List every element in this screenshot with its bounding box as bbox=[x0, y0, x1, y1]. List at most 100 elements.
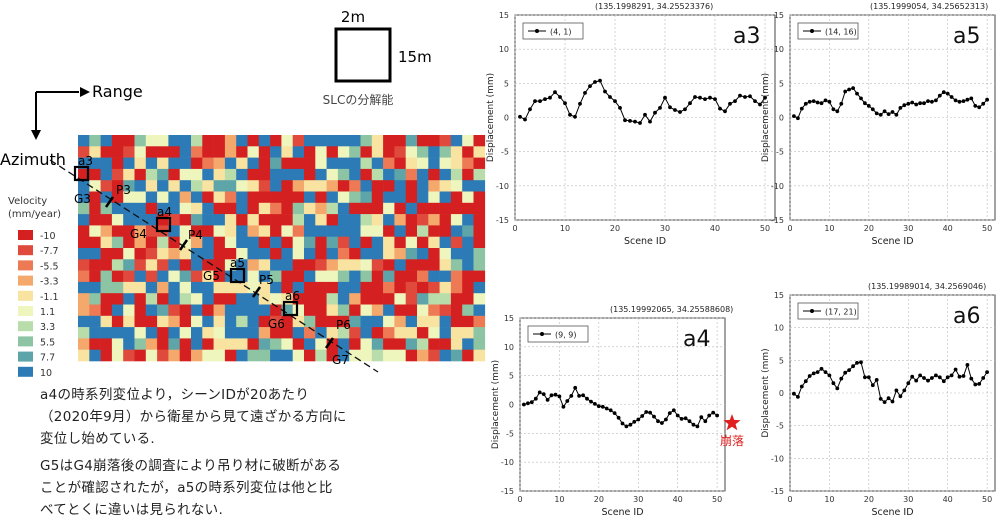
data-point bbox=[658, 106, 662, 110]
data-point bbox=[985, 370, 989, 374]
grid-cell bbox=[349, 248, 361, 260]
grid-cell bbox=[89, 270, 101, 283]
grid-cell bbox=[473, 157, 486, 170]
grid-cell bbox=[281, 225, 293, 237]
grid-cell bbox=[383, 315, 395, 328]
grid-cell bbox=[439, 248, 452, 260]
grid-cell bbox=[383, 349, 395, 362]
grid-cell bbox=[417, 214, 429, 226]
data-point bbox=[855, 91, 859, 96]
data-point bbox=[596, 404, 601, 409]
grid-cell bbox=[224, 191, 237, 204]
grid-cell bbox=[473, 248, 486, 260]
grid-cell bbox=[100, 135, 113, 147]
grid-cell bbox=[213, 180, 226, 192]
grid-cell bbox=[439, 168, 452, 181]
grid-cell bbox=[428, 304, 440, 317]
grid-cell bbox=[179, 146, 192, 158]
grid-cell bbox=[326, 248, 339, 260]
grid-cell bbox=[78, 338, 90, 350]
grid-cell bbox=[326, 236, 339, 249]
grid-cell bbox=[100, 168, 113, 181]
data-point bbox=[945, 375, 950, 380]
data-point bbox=[811, 371, 816, 376]
grid-cell bbox=[202, 191, 214, 204]
data-point bbox=[583, 91, 587, 95]
grid-cell bbox=[428, 202, 440, 215]
series-legend: (14, 16) bbox=[797, 22, 859, 40]
grid-cell bbox=[224, 304, 237, 317]
grid-cell bbox=[417, 259, 429, 271]
grid-cell bbox=[78, 191, 90, 204]
grid-cell bbox=[213, 270, 226, 283]
grid-cell bbox=[315, 281, 327, 294]
x-axis-label: Scene ID bbox=[871, 236, 913, 247]
data-point bbox=[548, 95, 552, 100]
grid-cell bbox=[417, 248, 429, 260]
grid-cell bbox=[450, 191, 463, 204]
data-point bbox=[811, 99, 816, 103]
grid-cell bbox=[326, 338, 339, 350]
data-point bbox=[648, 410, 652, 415]
grid-cell bbox=[168, 281, 180, 294]
grid-cell bbox=[337, 214, 350, 226]
data-point bbox=[695, 424, 700, 429]
grid-cell bbox=[405, 281, 418, 294]
x-tick-label: 0 bbox=[787, 495, 792, 504]
legend-swatch bbox=[18, 336, 33, 347]
data-point bbox=[711, 410, 716, 415]
grid-cell bbox=[394, 157, 406, 170]
grid-cell bbox=[89, 225, 101, 237]
grid-cell bbox=[145, 281, 158, 294]
grid-cell bbox=[191, 315, 203, 328]
grid-cell bbox=[224, 236, 237, 249]
grid-cell bbox=[258, 157, 271, 170]
grid-cell bbox=[157, 202, 169, 215]
grid-cell bbox=[100, 180, 113, 192]
data-point bbox=[678, 110, 682, 114]
label-g6: G6 bbox=[268, 317, 285, 331]
grid-cell bbox=[213, 293, 226, 305]
grid-cell bbox=[349, 157, 361, 170]
label-a5: a5 bbox=[230, 256, 245, 270]
grid-cell bbox=[439, 293, 452, 305]
y-axis-label: Displacement (mm) bbox=[486, 73, 496, 162]
point-marker-a3[interactable] bbox=[73, 165, 90, 182]
data-point bbox=[890, 399, 895, 404]
data-point bbox=[573, 114, 577, 119]
data-point bbox=[715, 413, 719, 418]
grid-cell bbox=[111, 157, 124, 170]
grid-cell bbox=[202, 248, 214, 260]
grid-cell bbox=[428, 180, 440, 192]
grid-cell bbox=[168, 304, 180, 317]
grid-cell bbox=[450, 225, 463, 237]
grid-cell bbox=[236, 315, 248, 328]
grid-cell bbox=[439, 135, 452, 147]
data-point bbox=[763, 95, 767, 100]
grid-cell bbox=[473, 168, 486, 181]
point-marker-a6[interactable] bbox=[282, 300, 299, 317]
grid-cell bbox=[473, 236, 486, 249]
data-point bbox=[569, 394, 574, 398]
grid-cell bbox=[134, 225, 147, 237]
point-marker-a5[interactable] bbox=[229, 267, 246, 284]
scale-width-label: 2m bbox=[341, 8, 365, 26]
grid-cell bbox=[168, 236, 180, 249]
data-point bbox=[693, 95, 697, 99]
grid-cell bbox=[213, 168, 226, 181]
grid-cell bbox=[292, 146, 305, 158]
grid-cell bbox=[405, 180, 418, 192]
grid-cell bbox=[349, 146, 361, 158]
grid-cell bbox=[157, 248, 169, 260]
data-point bbox=[937, 93, 942, 98]
grid-cell bbox=[179, 135, 192, 147]
grid-cell bbox=[337, 349, 350, 362]
grid-cell bbox=[315, 315, 327, 328]
point-marker-a4[interactable] bbox=[155, 216, 172, 233]
grid-cell bbox=[100, 191, 113, 204]
grid-cell bbox=[247, 349, 260, 362]
grid-cell bbox=[224, 157, 237, 170]
data-point bbox=[941, 90, 946, 95]
grid-cell bbox=[383, 225, 395, 237]
grid-cell bbox=[304, 157, 316, 170]
